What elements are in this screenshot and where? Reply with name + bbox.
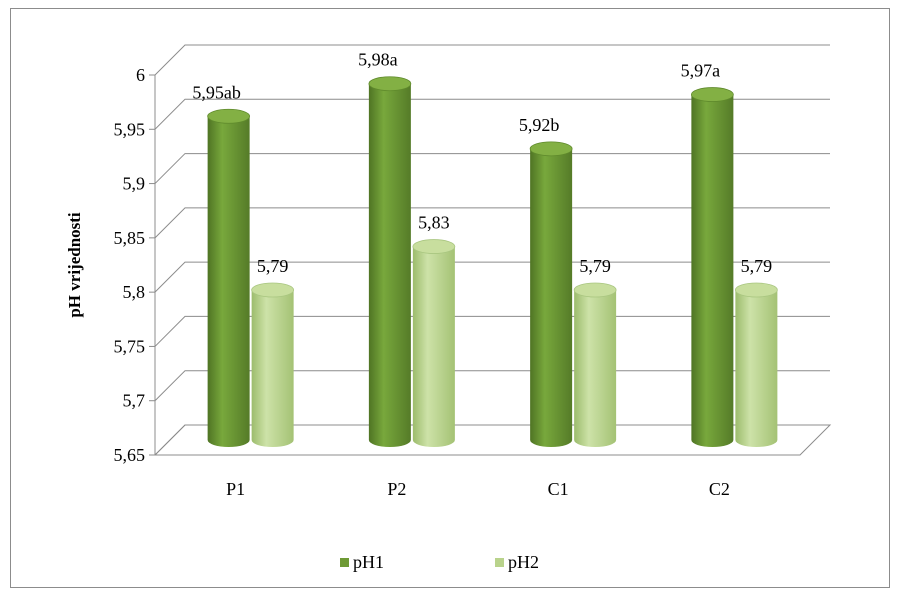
bar-ph2-p2 <box>412 239 456 448</box>
x-tick-label: C1 <box>548 479 569 499</box>
gridline <box>154 261 830 293</box>
y-tick-label: 5,85 <box>114 228 146 248</box>
data-labels: 5,95ab 5,79 5,98a 5,83 5,92b 5,79 5,97a 5,79 <box>192 50 772 276</box>
bar-body <box>251 290 294 448</box>
data-label: 5,79 <box>257 256 289 276</box>
bar-body <box>530 148 573 448</box>
bar-body <box>691 94 734 448</box>
data-label: 5,98a <box>358 50 398 70</box>
bar-ph2-c1 <box>573 282 617 448</box>
x-tick-label: C2 <box>709 479 730 499</box>
data-label: 5,79 <box>741 256 773 276</box>
bar-body <box>735 290 778 448</box>
bar-ph1-p1 <box>207 108 251 448</box>
y-axis-ticks: 5,65 5,7 5,75 5,8 5,85 5,9 5,95 6 <box>114 65 146 465</box>
y-axis-label: pH vrijednosti <box>65 212 84 318</box>
bar-top <box>734 282 778 298</box>
data-label: 5,83 <box>418 213 450 233</box>
bar-ph1-c1 <box>529 141 573 448</box>
bar-top <box>690 87 734 102</box>
y-tick-label: 5,7 <box>123 391 146 411</box>
y-tick-label: 5,75 <box>114 336 146 356</box>
y-tick-label: 5,65 <box>114 445 146 465</box>
bar-body <box>412 246 455 448</box>
x-axis-ticks: P1 P2 C1 C2 <box>226 479 730 499</box>
x-tick-label: P1 <box>226 479 245 499</box>
bar-ph2-p1 <box>251 282 295 448</box>
bars <box>207 76 778 448</box>
bar-body <box>368 83 411 448</box>
y-tick-label: 5,9 <box>123 174 146 194</box>
bar-top <box>207 108 251 124</box>
gridline <box>154 44 830 76</box>
bar-top <box>529 141 573 157</box>
data-label: 5,95ab <box>192 82 241 102</box>
data-label: 5,79 <box>579 256 611 276</box>
x-tick-label: P2 <box>387 479 406 499</box>
y-tick-label: 5,95 <box>114 119 146 139</box>
data-label: 5,92b <box>519 115 560 135</box>
bar-ph2-c2 <box>734 282 778 448</box>
y-tick-label: 5,8 <box>123 282 146 302</box>
bar-top <box>251 282 295 298</box>
legend-label-ph2: pH2 <box>508 552 539 572</box>
gridline <box>154 98 830 130</box>
y-tick-label: 6 <box>136 65 145 85</box>
bar-body <box>574 290 617 448</box>
data-label: 5,97a <box>681 61 721 81</box>
bar-top <box>573 282 617 298</box>
gridline <box>154 207 830 239</box>
gridline <box>154 153 830 184</box>
legend-swatch-ph1 <box>340 558 349 567</box>
bar-ph1-p2 <box>368 76 412 448</box>
bar-top <box>412 239 456 254</box>
bar-ph1-c2 <box>690 87 734 448</box>
legend-swatch-ph2 <box>495 558 504 567</box>
legend: pH1 pH2 <box>340 552 539 572</box>
legend-label-ph1: pH1 <box>353 552 384 572</box>
bar-top <box>368 76 412 92</box>
bar-body <box>207 116 250 448</box>
